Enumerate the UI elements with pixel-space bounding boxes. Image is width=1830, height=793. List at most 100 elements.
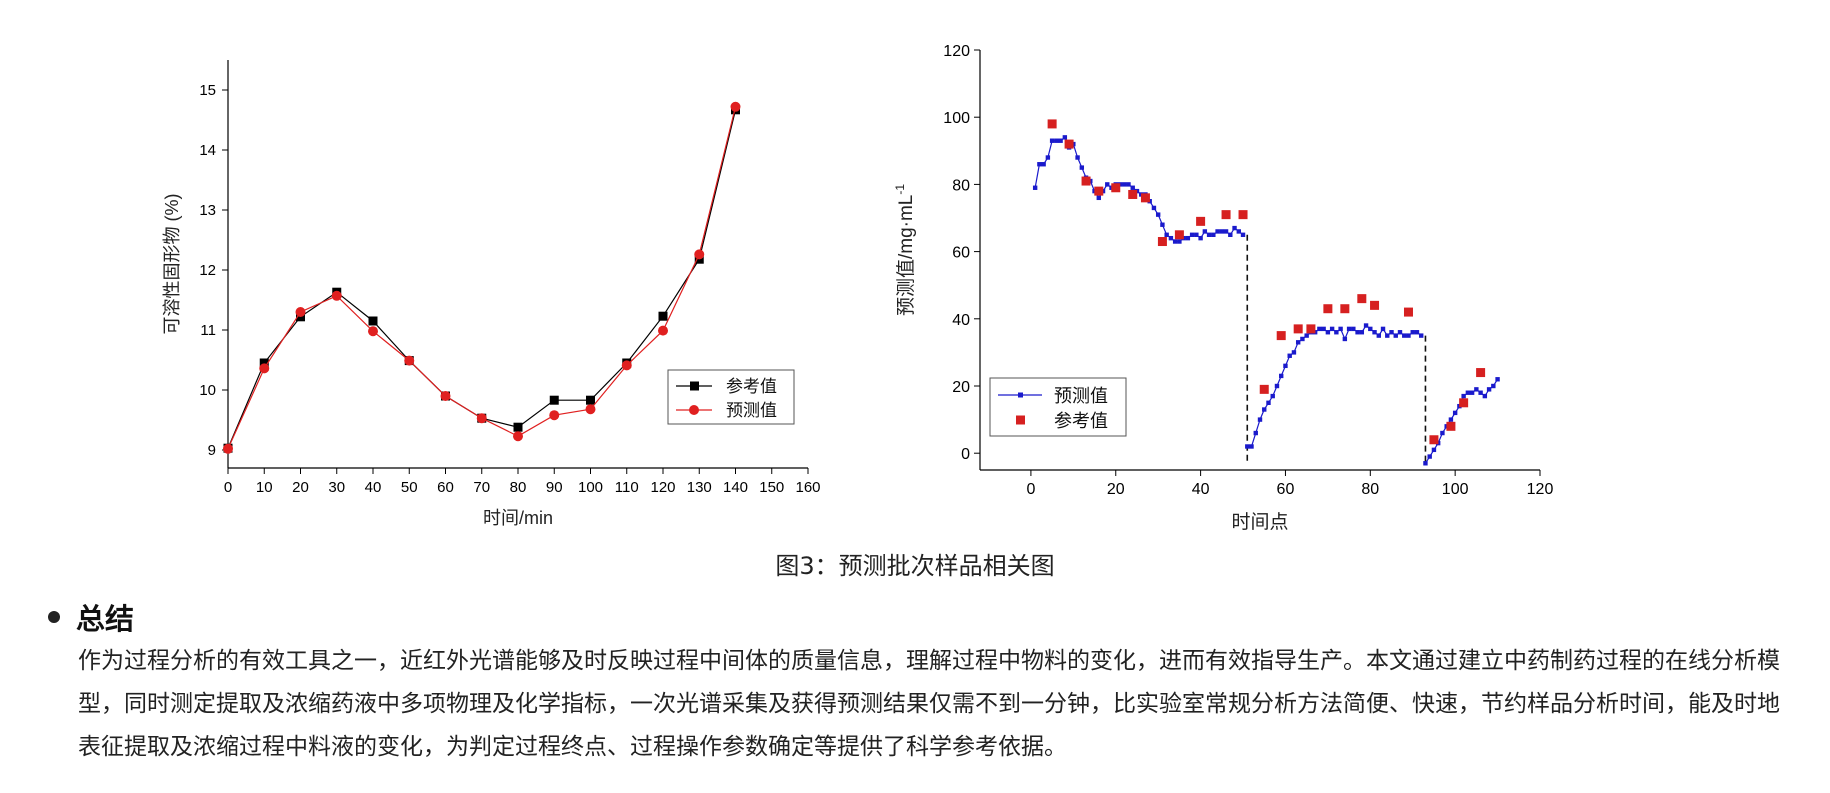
y-tick-label: 80 (952, 177, 970, 194)
reference-point (1446, 421, 1456, 431)
reference-point (1140, 193, 1150, 203)
summary-paragraph: 作为过程分析的有效工具之一，近红外光谱能够及时反映过程中间体的质量信息，理解过程… (78, 648, 1780, 760)
series-2-point (404, 355, 415, 366)
predicted-point (1419, 333, 1424, 338)
predicted-point (1194, 232, 1199, 237)
legend-label: 参考值 (726, 377, 777, 396)
predicted-point (1266, 400, 1271, 405)
predicted-point (1321, 326, 1326, 332)
x-tick-label: 130 (687, 479, 712, 496)
predicted-point (1257, 417, 1263, 422)
reference-point (1174, 230, 1184, 240)
reference-point (1476, 368, 1486, 378)
reference-point (1094, 186, 1104, 196)
predicted-point (1262, 407, 1267, 412)
y-tick-label: 11 (200, 322, 216, 339)
x-tick-label: 110 (615, 479, 639, 496)
predicted-point (1393, 333, 1398, 338)
series-2-point (259, 363, 270, 374)
predicted-point (1049, 138, 1055, 143)
predicted-point (1215, 229, 1220, 234)
predicted-point (1223, 229, 1229, 234)
predicted-point (1172, 239, 1178, 244)
predicted-point (1185, 235, 1191, 241)
x-tick-label: 0 (224, 479, 232, 496)
predicted-point (1096, 195, 1101, 201)
predicted-point (1287, 353, 1292, 358)
reference-point (1429, 435, 1439, 445)
figure-caption: 图3：预测批次样品相关图 (775, 552, 1055, 580)
predicted-point (1491, 383, 1496, 389)
x-tick-label: 0 (1026, 481, 1035, 498)
predicted-point (1372, 330, 1377, 335)
bullet-dot-icon (48, 611, 60, 623)
predicted-point (1236, 229, 1241, 234)
x-tick-label: 20 (1107, 481, 1125, 498)
predicted-point (1359, 330, 1365, 335)
predicted-point (1240, 232, 1246, 237)
predicted-point (1228, 232, 1233, 237)
predicted-point (1486, 387, 1492, 392)
reference-point (1128, 189, 1138, 199)
predicted-point (1041, 162, 1046, 167)
predicted-point (1079, 165, 1085, 170)
predicted-point (1206, 232, 1212, 237)
y-tick-label: 9 (208, 442, 216, 459)
series-2-point (476, 413, 487, 424)
predicted-point (1211, 232, 1216, 237)
predicted-point (1219, 229, 1225, 234)
predicted-point (1283, 363, 1288, 369)
predicted-point (1448, 417, 1454, 422)
x-tick-label: 100 (578, 479, 603, 496)
reference-point (1259, 384, 1269, 394)
predicted-point (1461, 393, 1466, 399)
predicted-point (1452, 410, 1458, 416)
x-tick-label: 30 (328, 479, 345, 496)
predicted-point (1495, 377, 1500, 382)
reference-point (1276, 331, 1286, 341)
predicted-point (1295, 340, 1301, 345)
legend-label: 参考值 (1054, 411, 1108, 431)
y-tick-label: 0 (961, 446, 970, 463)
legend-marker (689, 405, 699, 415)
x-tick-label: 60 (1277, 481, 1295, 498)
predicted-point (1054, 138, 1059, 143)
section-title: 总结 (76, 602, 135, 636)
x-tick-label: 90 (546, 479, 563, 496)
predicted-point (1160, 222, 1165, 227)
series-2-point (730, 101, 741, 112)
y-tick-label: 20 (952, 379, 970, 396)
y-tick-label: 120 (943, 43, 970, 60)
series-2-point (658, 325, 668, 336)
reference-point (1459, 398, 1469, 408)
reference-point (1340, 304, 1350, 314)
predicted-point (1270, 393, 1275, 399)
predicted-point (1368, 326, 1373, 332)
x-axis-label: 时间/min (483, 508, 553, 528)
predicted-point (1045, 155, 1051, 160)
predicted-point (1351, 326, 1356, 332)
predicted-point (1105, 182, 1110, 187)
reference-point (1047, 119, 1057, 129)
summary-section-header: 总结 (48, 596, 134, 638)
y-tick-label: 40 (952, 312, 970, 329)
x-tick-label: 10 (256, 479, 273, 496)
y-tick-label: 13 (199, 202, 216, 219)
predicted-point (1304, 333, 1309, 338)
predicted-line-segment-3 (1424, 378, 1499, 464)
legend-marker (1018, 392, 1023, 398)
y-tick-label: 10 (199, 382, 216, 399)
predicted-point (1474, 387, 1479, 392)
x-tick-label: 20 (292, 479, 309, 496)
series-2-point (440, 391, 451, 401)
series-line-1 (227, 109, 737, 449)
series-1-point (259, 358, 269, 368)
y-tick-label: 15 (199, 82, 216, 99)
x-tick-label: 140 (723, 479, 748, 496)
x-tick-label: 120 (650, 479, 675, 496)
reference-point (1370, 300, 1380, 310)
predicted-point (1253, 430, 1258, 436)
reference-point (1293, 324, 1303, 334)
reference-point (1323, 304, 1333, 314)
series-2-point (621, 360, 632, 371)
